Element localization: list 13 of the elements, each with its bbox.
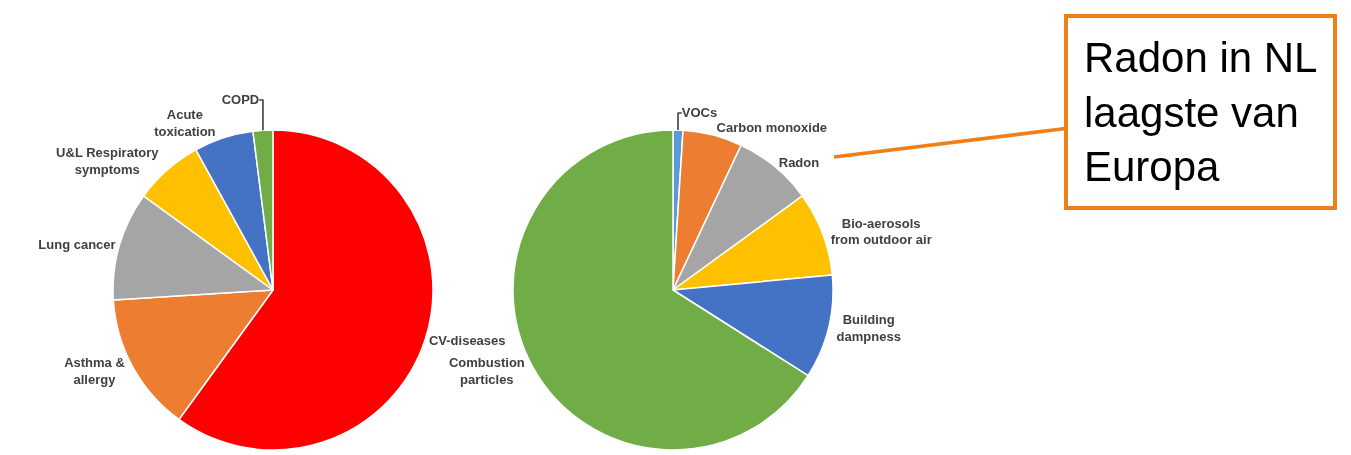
slice-label: Acute toxication bbox=[154, 107, 216, 140]
slice-label: Radon bbox=[778, 154, 820, 170]
slice-label: U&L Respiratory symptoms bbox=[56, 145, 160, 177]
slice-label: CV-diseases bbox=[428, 332, 506, 348]
slice-label: Asthma & allergy bbox=[64, 354, 125, 387]
slice-label: Lung cancer bbox=[38, 237, 116, 253]
slice-label: Carbon monoxide bbox=[716, 120, 828, 136]
slice-label: COPD bbox=[221, 92, 260, 108]
slice-label: VOCs bbox=[681, 105, 718, 121]
text: Radon in NL laagste van Europa bbox=[1084, 34, 1318, 191]
slice-label: Combustion particles bbox=[448, 354, 525, 387]
slice-label: Building dampness bbox=[836, 312, 901, 345]
slice-label: Bio-aerosols from outdoor air bbox=[830, 215, 932, 248]
